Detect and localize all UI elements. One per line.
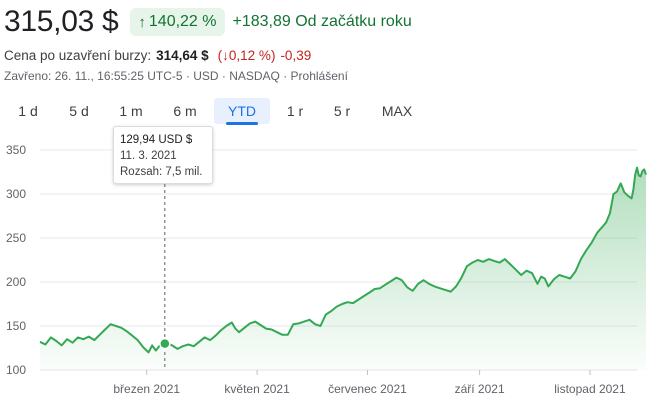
x-tick-label: listopad 2021	[554, 382, 626, 396]
x-tick-label: březen 2021	[113, 382, 180, 396]
hover-point[interactable]	[159, 337, 171, 350]
y-tick-label: 350	[6, 143, 26, 157]
tooltip-volume: Rozsah: 7,5 mil.	[120, 166, 203, 178]
current-price: 315,03 $	[4, 5, 119, 38]
price-chart[interactable]: 100 150 200 250 300 350 březen 2021 květen 202…	[0, 128, 650, 401]
tooltip-date: 11. 3. 2021	[120, 150, 177, 162]
market-meta: Zavřeno: 26. 11., 16:55:25 UTC-5 · USD ·…	[4, 69, 348, 83]
price-header: 315,03 $ ↑ 140,22 % +183,89 Od začátku r…	[4, 4, 412, 40]
series-line	[39, 166, 647, 354]
arrow-down-icon: ↓	[222, 48, 229, 63]
y-tick-label: 100	[6, 363, 26, 377]
y-tick-label: 200	[6, 275, 26, 289]
after-hours-change-percent: (↓0,12 %)	[217, 48, 276, 63]
x-tick-label: září 2021	[455, 382, 505, 396]
after-hours-pct-value: 0,12 %	[228, 48, 271, 63]
change-percent: 140,22 %	[148, 13, 217, 30]
change-percent-badge: ↑ 140,22 %	[130, 8, 225, 36]
tab-1y[interactable]: 1 r	[286, 103, 304, 119]
tab-5y[interactable]: 5 r	[333, 103, 351, 119]
tab-6m[interactable]: 6 m	[173, 103, 197, 119]
y-tick-label: 150	[6, 319, 26, 333]
arrow-up-icon: ↑	[138, 13, 146, 31]
range-tabs: 1 d 5 d 1 m 6 m YTD 1 r 5 r MAX	[0, 98, 440, 125]
x-axis-ticks: březen 2021 květen 2021 červenec 2021 září …	[113, 370, 626, 396]
tab-max[interactable]: MAX	[381, 103, 413, 119]
y-tick-label: 300	[6, 187, 26, 201]
y-tick-label: 250	[6, 231, 26, 245]
hover-tooltip: 129,94 USD $ 11. 3. 2021 Rozsah: 7,5 mil…	[113, 126, 213, 184]
x-tick-label: červenec 2021	[328, 382, 407, 396]
after-hours-change-absolute: -0,39	[280, 48, 312, 63]
change-absolute: +183,89 Od začátku roku	[232, 13, 412, 30]
tooltip-price: 129,94 USD $	[120, 134, 193, 146]
series-area	[40, 167, 646, 370]
tab-1d[interactable]: 1 d	[18, 103, 38, 119]
y-axis-ticks: 100 150 200 250 300 350	[6, 143, 26, 377]
after-hours-row: Cena po uzavření burzy: 314,64 $ (↓0,12 …	[4, 48, 311, 63]
after-hours-label: Cena po uzavření burzy:	[4, 48, 152, 63]
tab-ytd[interactable]: YTD	[214, 98, 270, 125]
after-hours-price: 314,64 $	[156, 48, 209, 63]
tab-1m[interactable]: 1 m	[119, 103, 143, 119]
tab-5d[interactable]: 5 d	[69, 103, 89, 119]
x-tick-label: květen 2021	[224, 382, 290, 396]
